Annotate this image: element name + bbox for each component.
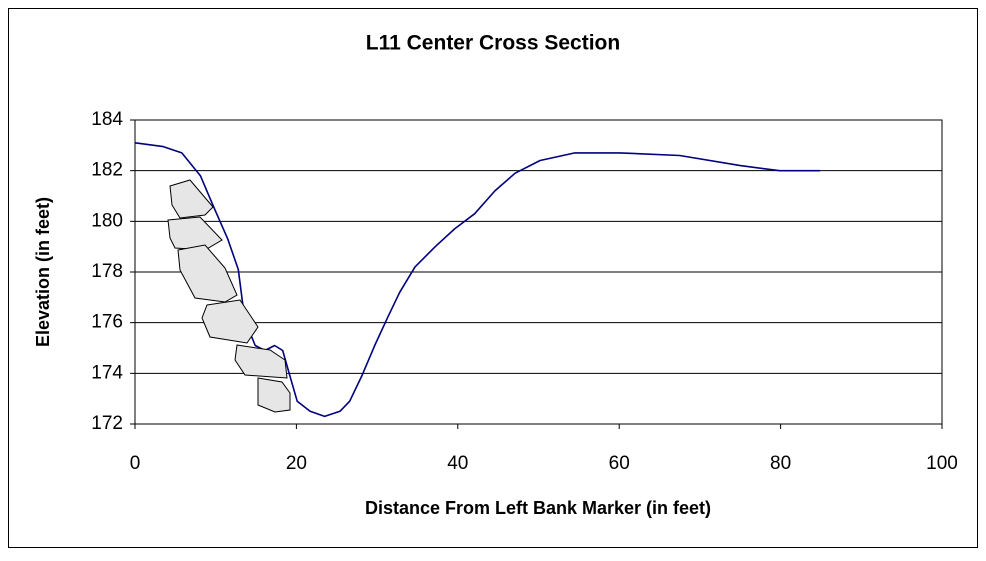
- y-tick-label: 182: [91, 160, 123, 181]
- chart-title: L11 Center Cross Section: [366, 32, 620, 55]
- x-tick-label: 80: [770, 453, 791, 474]
- x-tick-label: 40: [447, 453, 468, 474]
- x-tick-label: 20: [286, 453, 307, 474]
- y-axis-title: Elevation (in feet): [33, 197, 53, 347]
- rock: [201, 299, 259, 344]
- y-tick-label: 184: [91, 109, 123, 130]
- y-tick-label: 174: [91, 362, 123, 383]
- rock: [257, 377, 291, 413]
- y-tick-label: 178: [91, 261, 123, 282]
- x-axis-title: Distance From Left Bank Marker (in feet): [365, 498, 711, 518]
- x-tick-label: 60: [609, 453, 630, 474]
- rock: [177, 244, 238, 303]
- chart-border: [8, 8, 978, 548]
- plot-border: [134, 119, 943, 425]
- x-tick-label: 100: [926, 453, 958, 474]
- rock-icons: [167, 179, 291, 413]
- line-series: [134, 142, 821, 418]
- rock: [169, 179, 214, 219]
- x-tick-label: 0: [130, 453, 141, 474]
- rock: [234, 344, 288, 379]
- y-tick-label: 176: [91, 312, 123, 333]
- y-tick-label: 172: [91, 413, 123, 434]
- y-tick-label: 180: [91, 210, 123, 231]
